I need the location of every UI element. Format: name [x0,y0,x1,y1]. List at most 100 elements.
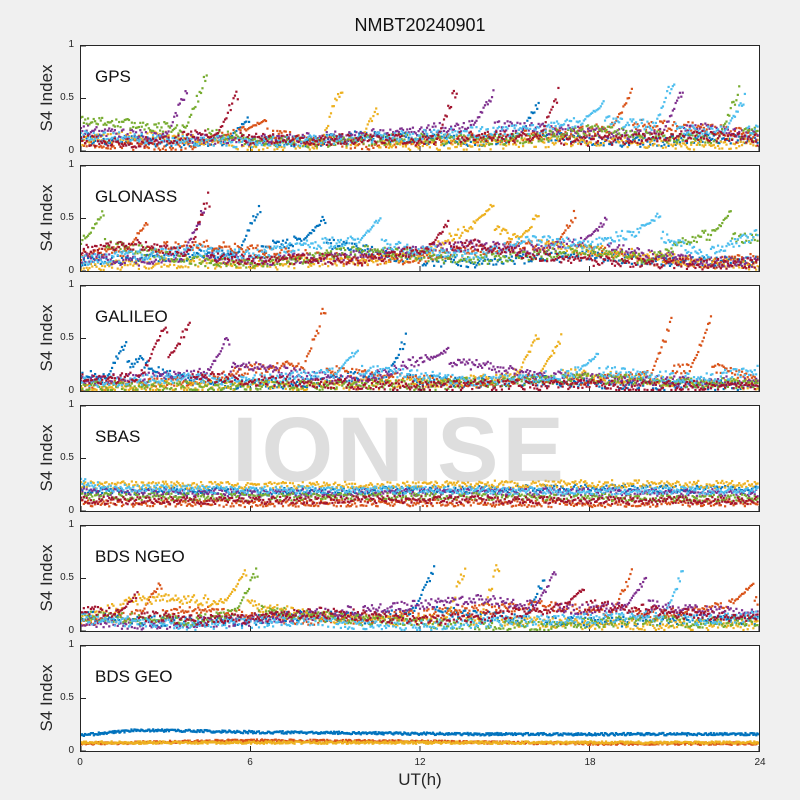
data-point [623,251,626,254]
data-point [733,143,737,146]
data-point [328,238,331,241]
data-point [353,141,357,144]
data-point [454,233,457,236]
data-point [687,132,690,136]
data-point [177,103,180,106]
data-point [589,138,593,141]
data-point [636,255,639,258]
data-point [499,133,502,136]
data-point [719,261,722,264]
data-point [444,114,447,117]
data-point [252,145,255,149]
data-point [728,133,731,136]
data-point [125,249,128,253]
data-point [472,138,475,141]
data-point [540,139,543,142]
data-point [619,117,622,120]
data-point [204,257,207,261]
data-point [377,146,381,149]
data-point [427,138,430,141]
data-point [195,143,198,146]
data-point [89,138,92,141]
data-point [345,134,348,137]
data-point [557,130,560,133]
data-point [486,128,489,131]
data-point [232,136,235,139]
data-point [462,129,465,133]
data-point [411,139,415,142]
data-point [218,135,221,138]
data-point [612,135,615,138]
data-point [311,142,314,145]
data-point [447,135,450,138]
data-point [242,138,245,142]
data-point [524,229,528,233]
data-point [424,142,427,146]
figure-title: NMBT20240901 [354,15,486,35]
data-point [721,259,724,262]
data-point [133,238,136,241]
data-point [204,133,207,137]
data-point [457,123,460,126]
data-point [615,133,618,136]
data-point [461,142,464,145]
data-point [246,143,249,146]
data-point [557,252,560,255]
data-point [681,256,684,259]
data-point [233,138,237,141]
data-point [517,135,520,138]
data-point [632,136,635,139]
data-point [92,131,95,135]
data-point [229,247,232,251]
data-point [105,138,108,141]
data-point [197,139,200,142]
data-point [146,136,149,139]
data-point [219,140,222,144]
data-point [740,104,744,107]
data-point [514,135,518,138]
data-point [620,139,624,142]
data-point [253,144,256,147]
data-point [403,261,406,264]
data-point [274,266,278,269]
data-point [601,125,604,129]
data-point [379,146,382,149]
data-point [119,136,122,139]
data-point [554,142,557,145]
data-point [656,137,659,140]
data-point [721,147,724,150]
data-point [232,138,235,142]
data-point [701,129,704,133]
data-point [235,266,238,269]
data-point [192,135,196,139]
data-point [386,137,389,140]
data-point [509,135,512,138]
data-point [221,138,224,141]
data-point [296,134,299,138]
data-point [134,126,138,129]
data-point [348,136,351,139]
data-point [694,258,697,261]
data-point [464,139,467,142]
data-point [417,147,420,150]
data-point [188,145,191,148]
data-point [609,123,612,126]
data-point [387,136,391,140]
data-point [133,261,136,264]
data-point [683,262,686,265]
data-point [287,265,290,268]
data-point [170,140,173,144]
data-point [242,123,245,126]
data-point [510,255,513,258]
data-point [190,138,193,141]
data-point [738,254,741,257]
data-point [287,136,290,139]
data-point [283,130,286,133]
data-point [262,245,265,248]
data-point [105,123,108,127]
data-point [430,245,433,248]
data-point [109,129,112,133]
data-point [712,258,715,261]
data-point [95,257,98,260]
